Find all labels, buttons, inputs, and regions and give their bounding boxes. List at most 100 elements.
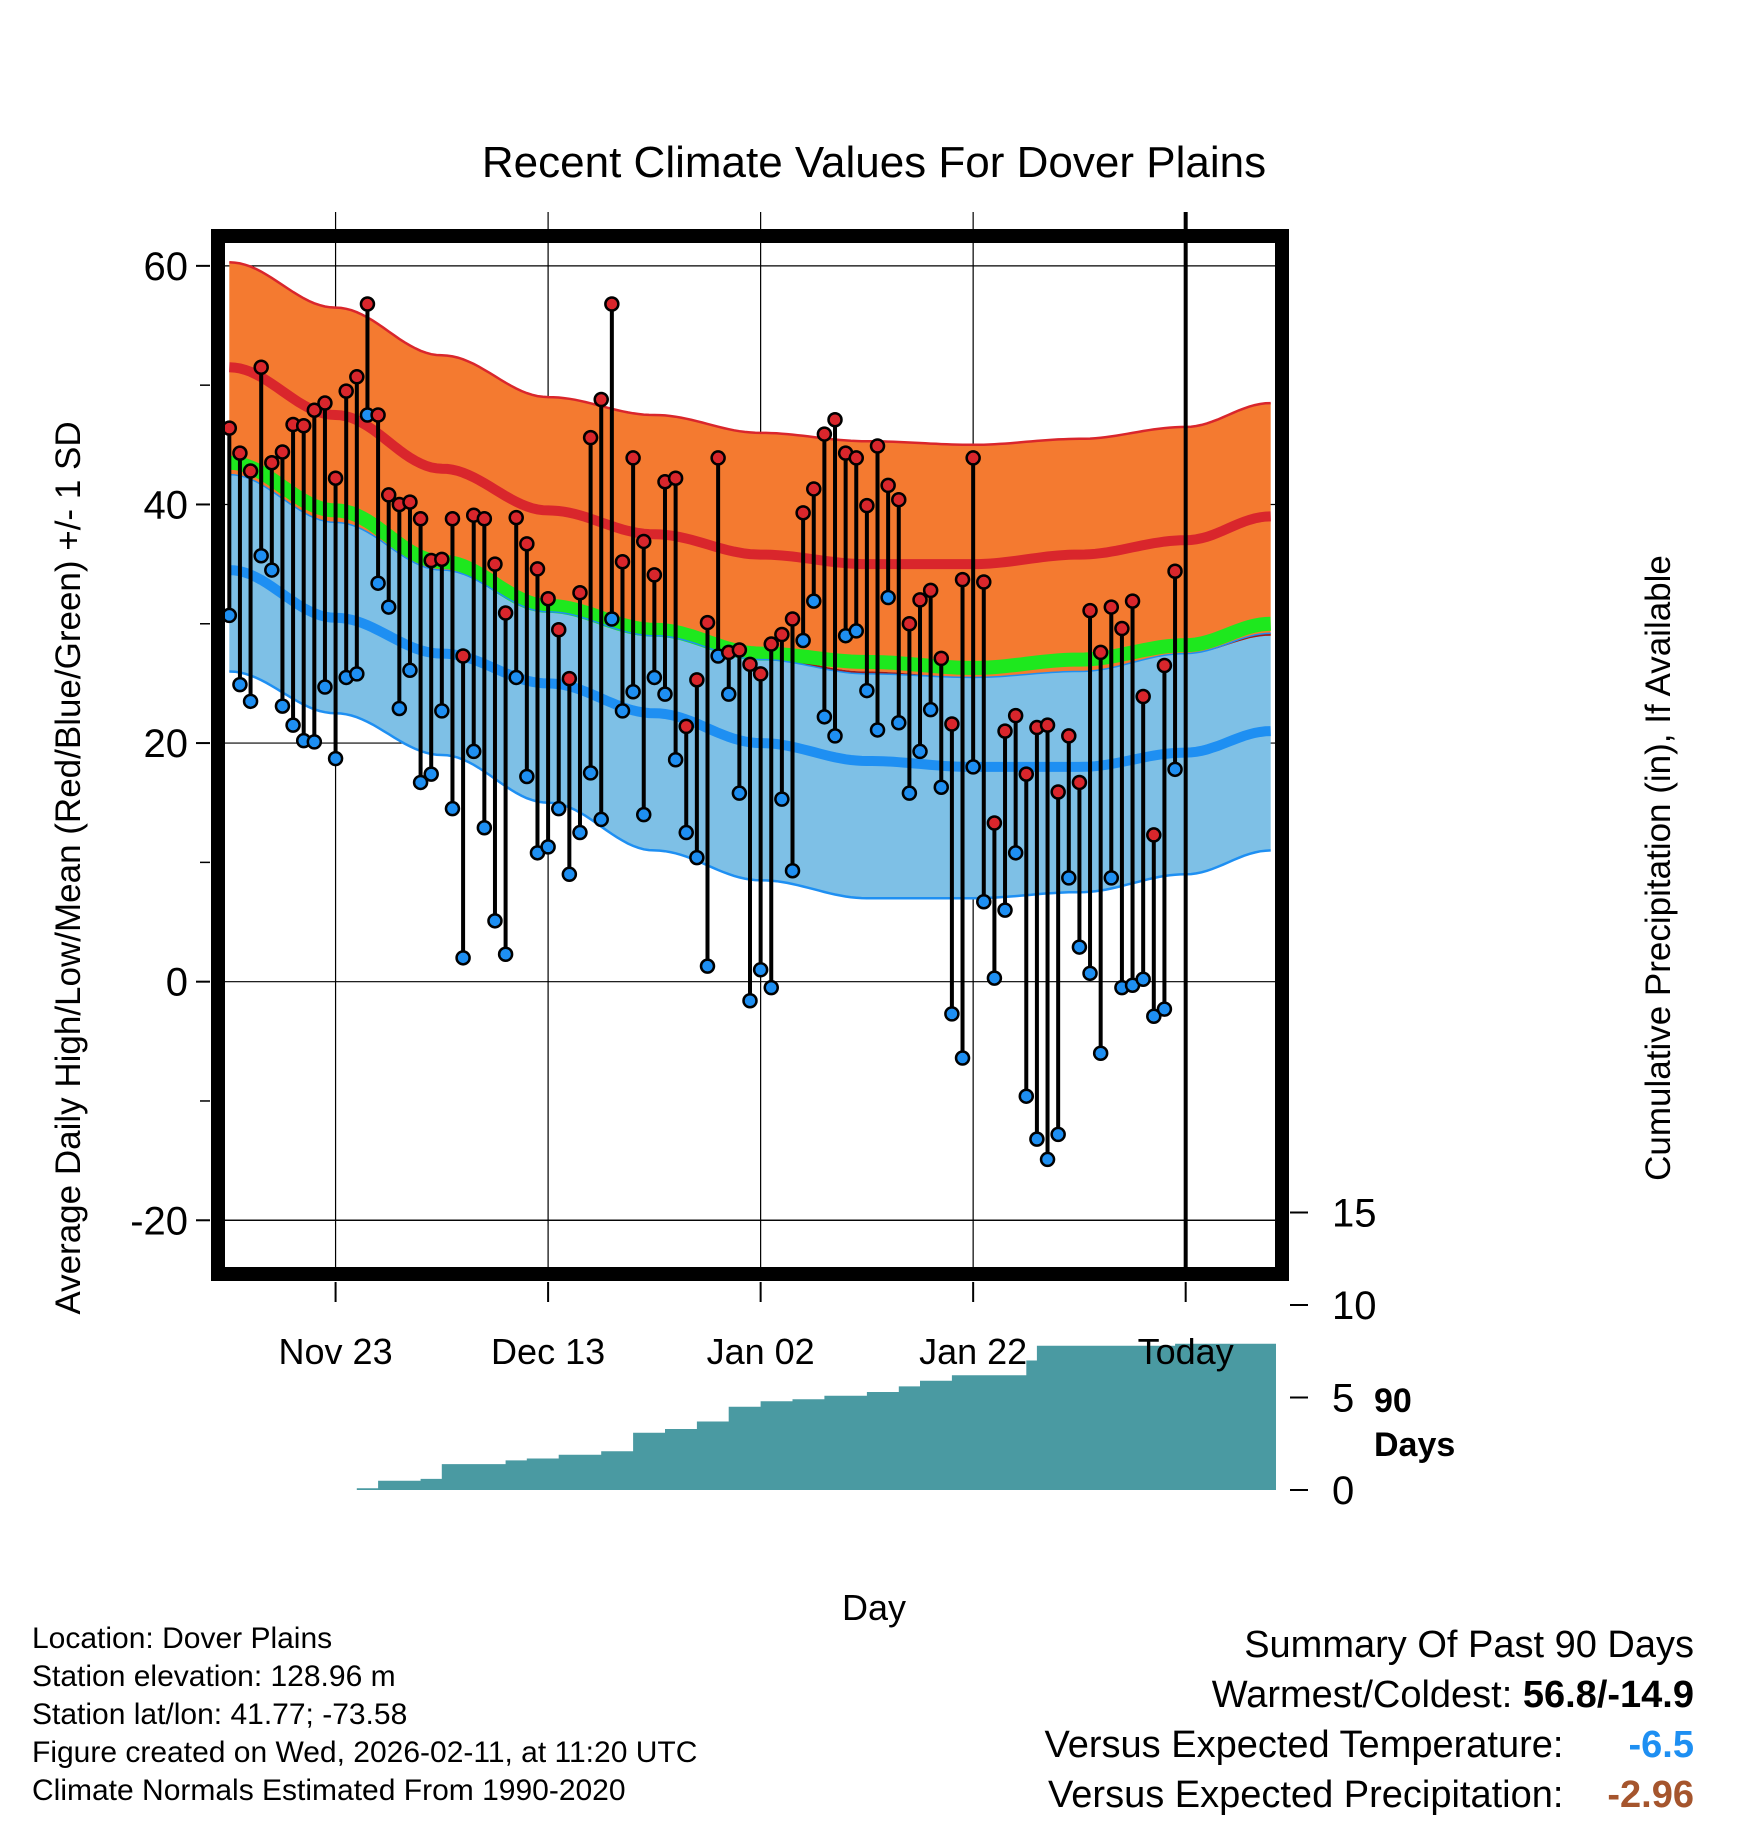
precipitation-fill	[229, 1343, 1276, 1490]
y-right-tick-label: 15	[1332, 1192, 1377, 1236]
low-point	[380, 599, 397, 615]
low-point	[667, 752, 684, 768]
high-point	[540, 590, 556, 607]
high-point	[869, 438, 886, 454]
low-point	[487, 913, 503, 929]
low-point	[1050, 1126, 1066, 1143]
low-point	[264, 562, 280, 578]
low-point	[444, 800, 461, 817]
low-point	[497, 946, 514, 962]
high-point	[635, 533, 652, 550]
frame-border	[211, 229, 1289, 1281]
high-point	[752, 666, 769, 682]
low-point	[763, 979, 780, 996]
low-point	[827, 728, 843, 744]
summary-panel: Summary Of Past 90 Days Warmest/Coldest:…	[1045, 1620, 1694, 1820]
x-tick-label: Dec 13	[491, 1331, 605, 1372]
high-point	[1124, 593, 1141, 609]
high-point	[1167, 563, 1183, 580]
high-point	[232, 445, 248, 461]
low-point	[412, 774, 429, 791]
high-point	[1071, 774, 1088, 791]
y-axis-right-label: Cumulative Precipitation (in), If Availa…	[1639, 555, 1678, 1181]
low-point	[1103, 870, 1120, 886]
temperature-label: Versus Expected Temperature:	[1044, 1724, 1564, 1766]
low-point	[1135, 971, 1151, 988]
y-left-tick-label: 20	[144, 722, 189, 766]
low-point	[1029, 1131, 1045, 1147]
low-point	[317, 679, 333, 695]
high-point	[444, 511, 461, 527]
high-point	[731, 642, 748, 658]
low-point	[434, 703, 450, 719]
high-point	[848, 450, 865, 466]
low-point	[1167, 761, 1183, 778]
low-point	[912, 743, 928, 760]
low-point	[742, 993, 758, 1009]
high-point	[253, 359, 269, 376]
high-point	[402, 494, 418, 510]
high-point	[806, 481, 822, 497]
y-left-tick-label: -20	[130, 1199, 188, 1243]
high-upper-edge	[229, 261, 1271, 447]
precipitation-label: Versus Expected Precipitation:	[1048, 1774, 1564, 1816]
high-point	[922, 582, 939, 599]
temperature-value: -6.5	[1628, 1724, 1694, 1766]
high-point	[550, 621, 567, 638]
high-point	[742, 656, 758, 673]
low-point	[997, 902, 1013, 918]
high-point	[349, 369, 365, 385]
low-point	[1082, 965, 1098, 982]
period-label-number: 90	[1374, 1382, 1412, 1420]
high-point	[646, 567, 663, 583]
low-point	[540, 839, 556, 855]
high-point	[880, 477, 896, 494]
low-point	[349, 666, 365, 682]
high-point	[1050, 784, 1066, 800]
low-point	[1061, 870, 1077, 886]
y-left-tick-label: 0	[166, 961, 188, 1005]
low-point	[1156, 1001, 1173, 1017]
chart-title: Recent Climate Values For Dover Plains	[481, 138, 1267, 187]
high-point	[593, 391, 609, 408]
daily-range-stems	[227, 304, 1178, 1160]
high-point	[763, 636, 780, 652]
plot-frame	[211, 212, 1289, 1281]
high-point	[455, 648, 471, 664]
high-point	[827, 412, 843, 428]
high-point	[338, 383, 354, 399]
high-point	[976, 574, 992, 590]
low-point	[572, 824, 588, 841]
low-point	[901, 785, 918, 801]
high-point	[572, 584, 588, 601]
low-point	[285, 717, 301, 733]
low-point	[465, 743, 482, 760]
low-point	[806, 593, 822, 609]
high-point	[678, 718, 694, 735]
summary-heading: Summary Of Past 90 Days	[1244, 1624, 1694, 1666]
high-point	[986, 815, 1003, 831]
high-point	[1092, 644, 1109, 661]
warmest-coldest-value: 56.8/-14.9	[1522, 1674, 1694, 1716]
high-point	[242, 463, 259, 479]
low-point	[1007, 845, 1024, 861]
x-tick-label: Today	[1138, 1331, 1234, 1372]
high-point	[380, 487, 397, 503]
high-point	[774, 626, 790, 643]
high-point	[1082, 602, 1098, 619]
low-point	[848, 623, 865, 639]
summary-precipitation: Versus Expected Precipitation: -2.96	[1045, 1770, 1694, 1820]
station-info: Location: Dover Plains Station elevation…	[32, 1620, 697, 1810]
warmest-coldest-label: Warmest/Coldest:	[1211, 1674, 1513, 1716]
high-normal-line	[229, 362, 1271, 570]
low-point	[986, 970, 1003, 986]
high-point	[317, 395, 333, 411]
high-point	[434, 551, 450, 568]
high-point	[370, 407, 386, 423]
high-point	[529, 561, 546, 577]
latlon-text: Station lat/lon: 41.77; -73.58	[32, 1698, 408, 1731]
low-point	[614, 703, 631, 719]
low-point	[795, 632, 811, 649]
y-right-tick-label: 5	[1332, 1377, 1354, 1421]
y-left-tick-label: 40	[144, 483, 189, 527]
